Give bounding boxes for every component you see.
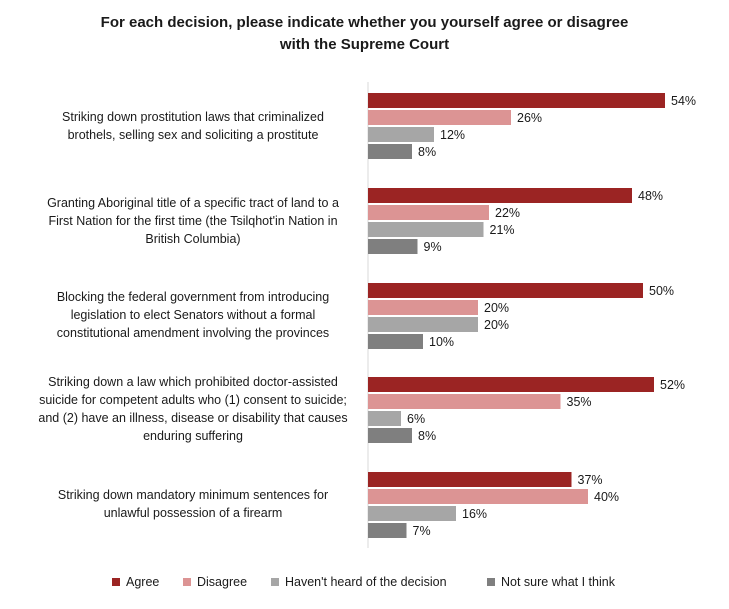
bar-disagree-1	[368, 110, 511, 125]
bar-agree-5	[368, 472, 572, 487]
bar-agree-2	[368, 188, 632, 203]
bar-disagree-2	[368, 205, 489, 220]
category-label-line: unlawful possession of a firearm	[103, 506, 283, 520]
bar-not-sure-what-i-think-5	[368, 523, 407, 538]
legend-swatch	[183, 578, 191, 586]
chart-title-line-2: with the Supreme Court	[279, 36, 450, 53]
legend-swatch	[487, 578, 495, 586]
category-label-3: Blocking the federal government from int…	[30, 288, 356, 342]
data-label-disagree-1: 26%	[517, 111, 542, 125]
legend-label: Not sure what I think	[501, 575, 615, 589]
bar-agree-1	[368, 93, 665, 108]
data-label-agree-1: 54%	[671, 94, 696, 108]
data-label-not-sure-what-i-think-4: 8%	[418, 429, 436, 443]
data-label-haven-t-heard-of-the-decision-2: 21%	[490, 223, 515, 237]
bar-not-sure-what-i-think-3	[368, 334, 423, 349]
bar-disagree-3	[368, 300, 478, 315]
data-label-haven-t-heard-of-the-decision-5: 16%	[462, 507, 487, 521]
category-label-line: British Columbia)	[145, 232, 241, 246]
category-label-2: Granting Aboriginal title of a specific …	[30, 194, 356, 248]
bar-agree-4	[368, 377, 654, 392]
bar-haven-t-heard-of-the-decision-3	[368, 317, 478, 332]
data-label-disagree-5: 40%	[594, 490, 619, 504]
bar-not-sure-what-i-think-1	[368, 144, 412, 159]
bar-disagree-4	[368, 394, 561, 409]
legend-item-disagree: Disagree	[183, 575, 247, 589]
category-label-line: legislation to elect Senators without a …	[70, 308, 316, 322]
data-label-agree-3: 50%	[649, 284, 674, 298]
category-label-4: Striking down a law which prohibited doc…	[30, 373, 356, 445]
category-label-line: First Nation for the first time (the Tsi…	[48, 214, 338, 228]
category-label-line: suicide for competent adults who (1) con…	[39, 393, 347, 407]
legend-label: Disagree	[197, 575, 248, 589]
category-label-line: and (2) have an illness, disease or disa…	[38, 411, 348, 425]
category-label-line: Granting Aboriginal title of a specific …	[47, 196, 339, 210]
bar-haven-t-heard-of-the-decision-2	[368, 222, 484, 237]
category-label-1: Striking down prostitution laws that cri…	[30, 108, 356, 144]
category-label-5: Striking down mandatory minimum sentence…	[30, 486, 356, 522]
data-label-not-sure-what-i-think-1: 8%	[418, 145, 436, 159]
chart-title: For each decision, please indicate wheth…	[0, 12, 729, 56]
bar-agree-3	[368, 283, 643, 298]
chart-title-line-1: For each decision, please indicate wheth…	[100, 14, 629, 31]
bar-not-sure-what-i-think-2	[368, 239, 418, 254]
legend-item-not-sure-what-i-think: Not sure what I think	[487, 575, 615, 589]
category-label-line: Blocking the federal government from int…	[56, 290, 330, 304]
data-label-disagree-4: 35%	[567, 395, 592, 409]
data-label-haven-t-heard-of-the-decision-3: 20%	[484, 318, 509, 332]
data-label-haven-t-heard-of-the-decision-1: 12%	[440, 128, 465, 142]
legend-label: Haven't heard of the decision	[285, 575, 447, 589]
legend-label: Agree	[126, 575, 160, 589]
bar-haven-t-heard-of-the-decision-5	[368, 506, 456, 521]
legend-swatch	[112, 578, 120, 586]
legend-item-agree: Agree	[112, 575, 159, 589]
data-label-not-sure-what-i-think-5: 7%	[413, 524, 431, 538]
bar-haven-t-heard-of-the-decision-4	[368, 411, 401, 426]
data-label-agree-4: 52%	[660, 378, 685, 392]
data-label-disagree-2: 22%	[495, 206, 520, 220]
data-label-haven-t-heard-of-the-decision-4: 6%	[407, 412, 425, 426]
data-label-disagree-3: 20%	[484, 301, 509, 315]
category-label-line: brothels, selling sex and soliciting a p…	[67, 128, 319, 142]
bar-not-sure-what-i-think-4	[368, 428, 412, 443]
bar-disagree-5	[368, 489, 588, 504]
legend-swatch	[271, 578, 279, 586]
data-label-agree-5: 37%	[578, 473, 603, 487]
category-label-line: enduring suffering	[143, 429, 243, 443]
category-label-line: Striking down prostitution laws that cri…	[62, 110, 324, 124]
data-label-not-sure-what-i-think-3: 10%	[429, 335, 454, 349]
legend-item-haven-t-heard-of-the-decision: Haven't heard of the decision	[271, 575, 447, 589]
data-label-agree-2: 48%	[638, 189, 663, 203]
category-label-line: Striking down a law which prohibited doc…	[48, 375, 338, 389]
category-label-line: Striking down mandatory minimum sentence…	[57, 488, 329, 502]
bar-haven-t-heard-of-the-decision-1	[368, 127, 434, 142]
data-label-not-sure-what-i-think-2: 9%	[424, 240, 442, 254]
category-label-line: constitutional amendment involving the p…	[56, 326, 330, 340]
